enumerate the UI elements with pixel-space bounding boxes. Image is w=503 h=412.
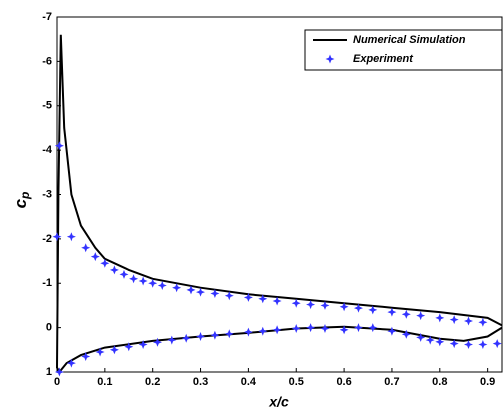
data-point <box>210 330 220 340</box>
data-point <box>95 347 105 357</box>
data-point <box>306 323 316 333</box>
legend-label: Experiment <box>353 53 414 65</box>
data-point <box>167 335 177 345</box>
data-point <box>148 278 158 288</box>
data-point <box>291 298 301 308</box>
y-tick-label: -1 <box>42 277 52 289</box>
data-point <box>66 232 76 242</box>
data-point <box>478 340 488 349</box>
data-point <box>425 335 435 345</box>
data-point <box>157 281 167 290</box>
legend-box <box>304 29 503 71</box>
data-point <box>196 287 205 297</box>
data-point <box>401 329 411 339</box>
data-point <box>492 339 502 349</box>
data-point <box>52 232 62 242</box>
data-point <box>464 316 473 326</box>
y-tick-label: -6 <box>42 55 52 67</box>
data-point <box>100 258 110 268</box>
series-line <box>55 34 503 374</box>
data-point <box>339 302 349 312</box>
data-point <box>354 303 363 313</box>
data-point <box>124 342 134 352</box>
data-point <box>416 311 426 321</box>
data-point <box>339 325 349 335</box>
y-axis-label-sub: p <box>18 192 32 200</box>
y-tick-label: -7 <box>42 11 52 23</box>
y-tick-label: -2 <box>42 233 52 245</box>
y-tick-label: 1 <box>46 366 52 378</box>
x-tick-label: 0.6 <box>336 376 351 388</box>
x-tick-label: 0.5 <box>289 376 304 388</box>
y-tick-label: 0 <box>46 322 52 334</box>
x-tick-label: 0.9 <box>480 376 495 388</box>
data-point <box>210 289 220 298</box>
legend-marker <box>325 54 335 64</box>
data-point <box>119 269 129 279</box>
data-point <box>435 313 445 323</box>
x-tick-label: 0 <box>54 376 60 388</box>
data-point <box>306 300 316 310</box>
x-tick-label: 0.8 <box>432 376 447 388</box>
data-point <box>181 333 191 343</box>
data-point <box>186 285 196 295</box>
data-point <box>449 339 459 349</box>
data-point <box>320 300 330 310</box>
y-axis-label-base: c <box>11 198 30 208</box>
data-point <box>66 358 76 368</box>
data-point <box>243 292 253 302</box>
data-point <box>401 309 411 319</box>
x-tick-label: 0.1 <box>97 376 112 388</box>
data-point <box>243 327 253 337</box>
data-point <box>196 332 205 341</box>
data-point <box>109 345 119 355</box>
data-point <box>387 307 397 317</box>
y-tick-label: -4 <box>42 144 53 156</box>
data-point <box>90 252 100 262</box>
x-tick-label: 0.2 <box>145 376 160 388</box>
plot-frame <box>56 16 503 373</box>
y-tick-label: -5 <box>42 100 52 112</box>
data-point <box>54 141 64 151</box>
x-tick-label: 0.7 <box>384 376 399 388</box>
data-point <box>172 283 182 293</box>
data-point <box>138 276 148 286</box>
data-point <box>129 274 139 284</box>
data-point <box>81 352 91 361</box>
data-point <box>387 326 397 336</box>
data-point <box>258 294 268 304</box>
data-point <box>368 323 378 333</box>
data-point <box>258 326 268 336</box>
data-point <box>354 323 363 333</box>
data-point <box>464 340 473 349</box>
data-point <box>54 367 64 377</box>
data-point <box>478 317 488 327</box>
y-tick-label: -3 <box>42 188 52 200</box>
data-point <box>224 291 234 301</box>
data-point <box>291 324 301 333</box>
data-point <box>435 337 445 347</box>
legend-label: Numerical Simulation <box>353 34 466 46</box>
data-point <box>272 325 282 335</box>
y-axis-label: cp <box>11 192 32 209</box>
data-point <box>81 243 91 253</box>
data-point <box>153 337 162 347</box>
x-axis-label: x/c <box>268 394 289 410</box>
data-point <box>416 332 426 342</box>
data-point <box>109 265 119 275</box>
data-point <box>368 305 378 315</box>
data-point <box>320 324 330 333</box>
data-point <box>138 340 148 349</box>
data-point <box>224 329 234 339</box>
x-tick-label: 0.3 <box>193 376 208 388</box>
data-point <box>449 315 459 325</box>
data-point <box>272 296 282 306</box>
x-tick-label: 0.4 <box>241 376 257 388</box>
